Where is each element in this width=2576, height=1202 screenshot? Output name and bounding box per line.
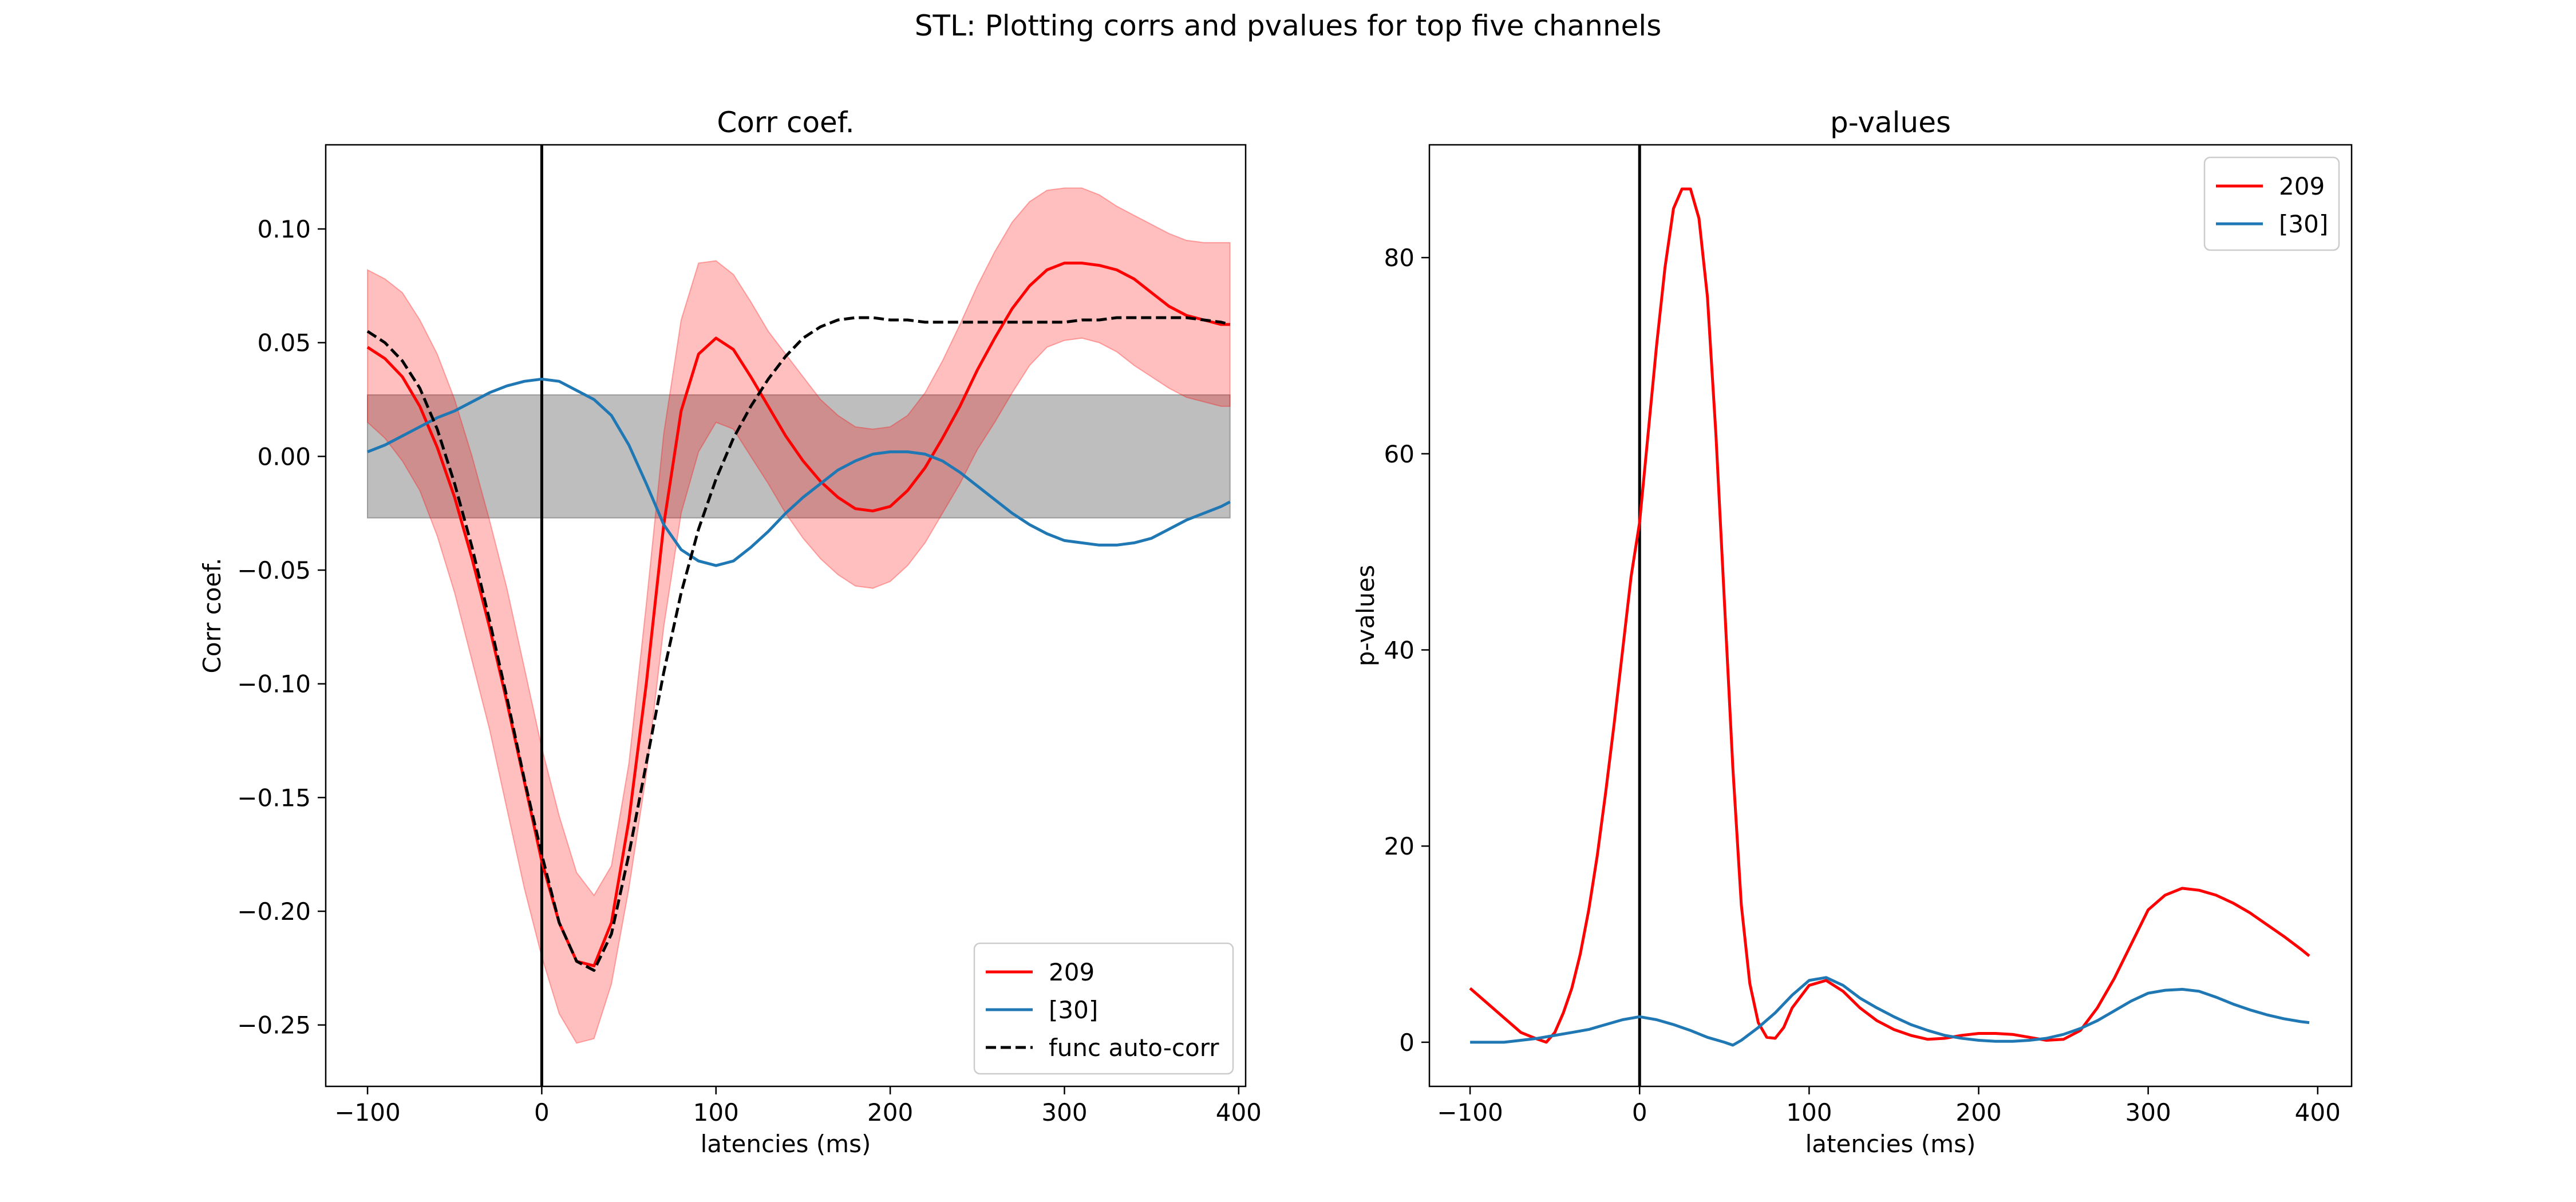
corr-legend-label: 209 bbox=[1049, 958, 1095, 986]
pval-xtick-label: 200 bbox=[1955, 1098, 2001, 1126]
pval-axes-frame bbox=[1428, 144, 2353, 1088]
corr-legend-label: func auto-corr bbox=[1049, 1034, 1219, 1062]
pval-xtick-label: −100 bbox=[1437, 1098, 1503, 1126]
corr-ytick-label: −0.25 bbox=[237, 1011, 311, 1039]
corr-xaxis-label: latencies (ms) bbox=[701, 1130, 871, 1158]
pval-xtick-label: 400 bbox=[2295, 1098, 2341, 1126]
figure-suptitle: STL: Plotting corrs and pvalues for top … bbox=[915, 9, 1662, 42]
pval-series-line-1 bbox=[1470, 976, 2310, 1047]
pval-legend-label: 209 bbox=[2279, 172, 2325, 200]
corr-series-line-1 bbox=[367, 377, 1231, 567]
pval-ytick-label: 80 bbox=[1384, 244, 1415, 272]
pval-ytick-label: 40 bbox=[1384, 636, 1415, 664]
corr-xtick-label: 0 bbox=[534, 1098, 550, 1126]
pval-legend-box bbox=[2203, 156, 2340, 251]
corr-yaxis-label: Corr coef. bbox=[198, 558, 226, 674]
corr-xtick-label: −100 bbox=[334, 1098, 400, 1126]
corr-ytick-label: 0.05 bbox=[257, 329, 311, 357]
pval-xtick-label: 100 bbox=[1786, 1098, 1832, 1126]
corr-ytick-label: −0.05 bbox=[237, 556, 311, 584]
corr-plot-area bbox=[366, 145, 1231, 1086]
pval-yaxis-label: p-values bbox=[1352, 565, 1380, 666]
pval-xaxis-label: latencies (ms) bbox=[1805, 1130, 1976, 1158]
corr-legend-label: [30] bbox=[1049, 996, 1098, 1024]
corr-xtick-label: 200 bbox=[867, 1098, 913, 1126]
pval-plot-area bbox=[1469, 145, 2310, 1086]
pvalues-panel: −100 0 100 200 300 400 0 20 40 60 80 p-values latenc… bbox=[1352, 106, 2353, 1158]
pval-xtick-label: 0 bbox=[1632, 1098, 1647, 1126]
pval-legend-label: [30] bbox=[2279, 210, 2328, 238]
pval-xtick-label: 300 bbox=[2125, 1098, 2171, 1126]
corr-xtick-label: 300 bbox=[1041, 1098, 1087, 1126]
corr-legend-box bbox=[973, 942, 1234, 1075]
pval-ytick-label: 0 bbox=[1399, 1029, 1415, 1057]
corr-xtick-label: 400 bbox=[1216, 1098, 1262, 1126]
corr-ytick-label: −0.10 bbox=[237, 670, 311, 698]
corr-ytick-label: −0.15 bbox=[237, 784, 311, 812]
corr-coef-panel: −100 0 100 200 300 400 0.10 0.05 0.00 −0.05 −0.10 −… bbox=[198, 106, 1262, 1158]
corr-ytick-label: 0.10 bbox=[257, 215, 311, 243]
corr-ytick-label: −0.20 bbox=[237, 897, 311, 926]
corr-panel-title: Corr coef. bbox=[717, 106, 854, 139]
pval-ytick-label: 60 bbox=[1384, 440, 1415, 468]
corr-ytick-label: 0.00 bbox=[257, 442, 311, 470]
pval-ytick-label: 20 bbox=[1384, 832, 1415, 860]
corr-xtick-label: 100 bbox=[693, 1098, 739, 1126]
pval-legend: 209 [30] bbox=[2203, 156, 2340, 251]
corr-series-0-confidence-band bbox=[367, 187, 1231, 1044]
pval-series-line-0 bbox=[1469, 187, 2310, 1044]
pval-panel-title: p-values bbox=[1830, 106, 1951, 139]
corr-axes-frame bbox=[325, 144, 1247, 1088]
corr-legend: 209 [30] func auto-corr bbox=[973, 942, 1234, 1075]
